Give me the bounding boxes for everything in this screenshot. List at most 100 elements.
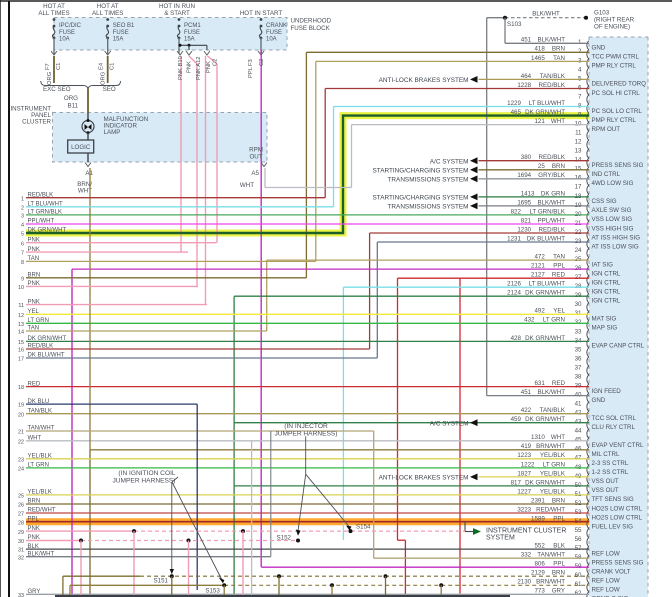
svg-text:OUT: OUT [249,154,262,161]
svg-text:TAN/BLK: TAN/BLK [540,407,566,414]
svg-text:YEL/BLK: YEL/BLK [540,470,566,477]
svg-text:S151: S151 [154,578,169,585]
svg-text:(RIGHT REAR: (RIGHT REAR [594,17,635,24]
svg-text:2129: 2129 [531,570,545,577]
svg-text:TAN/BLK: TAN/BLK [28,408,53,414]
svg-text:B11: B11 [67,103,78,110]
svg-text:YEL: YEL [28,309,40,315]
svg-text:17: 17 [575,184,582,191]
svg-text:PPL: PPL [553,561,565,568]
svg-text:ALL TIMES: ALL TIMES [92,10,123,17]
svg-text:PPL: PPL [28,516,40,522]
svg-text:6: 6 [21,241,24,247]
svg-text:33: 33 [18,593,24,597]
svg-text:BRN: BRN [552,163,565,170]
svg-text:451: 451 [521,389,532,396]
svg-text:BRN: BRN [552,497,565,504]
svg-text:44: 44 [575,428,582,435]
svg-text:2: 2 [21,205,24,211]
svg-text:55: 55 [575,527,582,534]
svg-text:451: 451 [521,37,532,44]
svg-text:38: 38 [575,373,582,380]
svg-text:HOT IN START: HOT IN START [240,10,283,17]
svg-text:F7: F7 [45,63,51,70]
svg-text:7: 7 [578,93,582,100]
svg-text:LT BLU/WHT: LT BLU/WHT [28,202,63,208]
svg-text:422: 422 [521,407,532,414]
svg-text:EVAP CANP CTRL: EVAP CANP CTRL [592,343,645,350]
svg-text:ORG: ORG [101,71,107,85]
svg-text:BRN: BRN [28,499,41,505]
svg-text:RED/WHT: RED/WHT [536,506,565,513]
svg-text:56: 56 [575,536,582,543]
svg-text:13: 13 [18,322,24,328]
svg-text:SEO B1: SEO B1 [113,23,135,29]
svg-text:(IN IGNITION COIL: (IN IGNITION COIL [118,470,175,477]
svg-text:LT GRN: LT GRN [543,461,565,468]
svg-text:MALFUNCTION: MALFUNCTION [104,116,149,123]
svg-text:MIL CTRL: MIL CTRL [592,451,621,458]
svg-text:13: 13 [575,148,582,155]
svg-text:(IN INJECTOR: (IN INJECTOR [284,423,328,430]
svg-text:ALL TIMES: ALL TIMES [38,10,69,17]
svg-text:YEL/BLK: YEL/BLK [540,452,566,459]
svg-text:26: 26 [18,503,24,509]
svg-text:TAN/BLK: TAN/BLK [540,73,566,80]
svg-text:BRN/WHT: BRN/WHT [536,443,565,450]
svg-text:BLK/WHT: BLK/WHT [532,10,560,17]
svg-text:11: 11 [18,303,24,309]
svg-text:DK GRN/WHT: DK GRN/WHT [525,290,565,297]
svg-text:62: 62 [575,590,582,597]
svg-text:25: 25 [538,163,545,170]
svg-text:IGN FEED: IGN FEED [592,388,622,395]
svg-text:FUSE BLOCK: FUSE BLOCK [291,25,331,32]
svg-text:FUSE: FUSE [59,30,75,36]
svg-text:HO2S LOW CTRL: HO2S LOW CTRL [592,514,643,521]
svg-text:PC SOL HI CTRL: PC SOL HI CTRL [592,90,641,97]
svg-text:YEL/BLK: YEL/BLK [28,490,52,496]
svg-text:BLK/WHT: BLK/WHT [28,551,55,557]
svg-text:IGN CTRL: IGN CTRL [592,289,621,296]
svg-text:PNK: PNK [187,61,193,73]
svg-text:TAN: TAN [553,55,565,62]
svg-text:1231: 1231 [507,235,521,242]
svg-text:OF ENGINE): OF ENGINE) [594,24,630,31]
svg-text:JUMPER HARNESS): JUMPER HARNESS) [112,477,175,484]
svg-text:1: 1 [21,196,24,202]
svg-text:C2: C2 [213,59,219,66]
svg-text:8: 8 [21,260,24,266]
svg-text:C2: C2 [259,59,265,66]
svg-text:459: 459 [511,416,522,423]
svg-text:INSTRUMENT CLUSTER: INSTRUMENT CLUSTER [486,527,566,534]
svg-text:CSS SIG: CSS SIG [592,198,617,205]
svg-text:PNK A12: PNK A12 [196,56,202,80]
svg-text:817: 817 [511,479,522,486]
svg-text:21: 21 [18,430,24,436]
svg-text:TFT SENS SIG: TFT SENS SIG [592,496,634,503]
svg-text:1229: 1229 [507,100,521,107]
svg-text:36: 36 [575,355,582,362]
svg-text:TCC PWM CTRL: TCC PWM CTRL [592,54,640,61]
svg-text:IGN CTRL: IGN CTRL [592,280,621,287]
svg-text:821: 821 [521,217,532,224]
svg-text:TRANSMISSIONS SYSTEM: TRANSMISSIONS SYSTEM [388,176,469,183]
svg-text:FUSE: FUSE [113,30,129,36]
svg-text:HOT AT: HOT AT [43,3,65,10]
svg-text:822: 822 [511,208,522,215]
svg-text:DELIVERED TORQ: DELIVERED TORQ [592,81,647,88]
svg-text:ANTI-LOCK BRAKES SYSTEM: ANTI-LOCK BRAKES SYSTEM [379,77,469,84]
svg-text:TAN: TAN [28,256,40,262]
svg-text:428: 428 [511,335,522,342]
svg-text:RED/BLK: RED/BLK [539,154,566,161]
svg-text:LT GRN: LT GRN [28,463,49,469]
svg-text:LT GRN/BLK: LT GRN/BLK [529,208,565,215]
svg-text:YEL: YEL [553,308,565,315]
svg-text:PPL: PPL [553,263,565,270]
svg-text:10A: 10A [266,37,277,43]
svg-text:31: 31 [18,548,24,554]
svg-text:S103: S103 [507,21,522,28]
svg-text:1694: 1694 [517,172,531,179]
svg-text:DK GRN/WHT: DK GRN/WHT [525,335,565,342]
svg-text:C1: C1 [56,63,62,70]
svg-text:41: 41 [575,401,582,408]
